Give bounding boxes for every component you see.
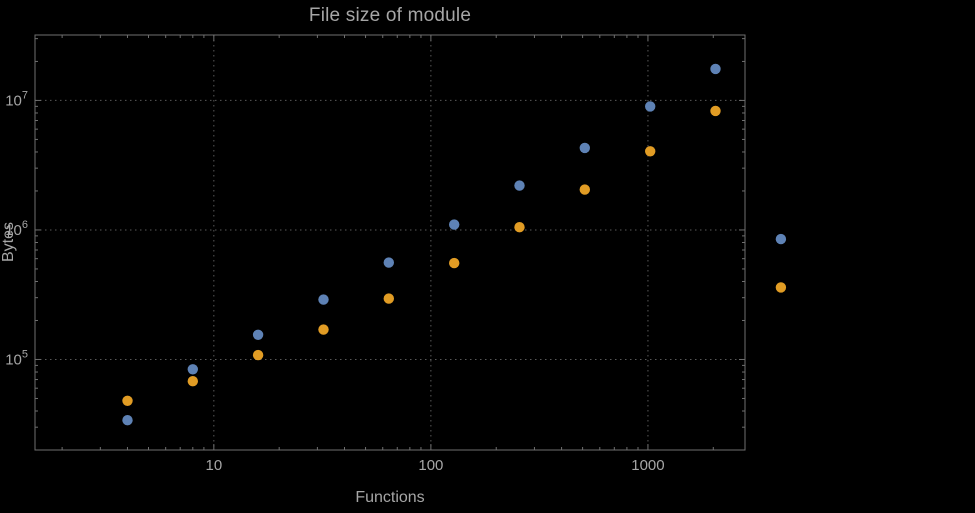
data-point <box>579 184 590 195</box>
x-axis-label: Functions <box>355 489 425 506</box>
plot-frame <box>34 34 746 451</box>
data-point <box>514 180 525 191</box>
data-point <box>122 395 133 406</box>
frame-ticks <box>35 35 745 451</box>
data-point <box>252 349 264 361</box>
gridlines <box>35 35 745 450</box>
data-point <box>579 142 590 154</box>
y-tick-label: 105 <box>5 348 28 368</box>
data-point <box>187 376 198 387</box>
x-tick-label: 10 <box>205 457 222 474</box>
data-point <box>449 257 460 269</box>
y-tick-label: 106 <box>5 219 28 239</box>
data-point <box>383 257 394 268</box>
data-point <box>383 293 394 304</box>
data-point <box>645 101 656 112</box>
data-point <box>775 233 787 245</box>
data-point <box>318 294 329 305</box>
data-point <box>710 105 721 117</box>
chart-title: File size of module <box>308 5 472 26</box>
data-point <box>122 415 133 426</box>
x-tick-label: 1000 <box>631 457 664 474</box>
data-point <box>710 63 721 75</box>
data-point <box>775 282 787 293</box>
data-point <box>514 222 525 233</box>
data-point <box>187 364 198 375</box>
y-tick-label: 107 <box>5 89 28 109</box>
tick-labels: 10 100 1000 105 106 107 <box>5 89 664 474</box>
x-tick-label: 100 <box>418 457 443 474</box>
data-point <box>645 146 656 157</box>
data-point <box>318 324 329 335</box>
data-point <box>449 219 460 230</box>
data-point <box>252 329 264 340</box>
data-points <box>122 63 787 426</box>
